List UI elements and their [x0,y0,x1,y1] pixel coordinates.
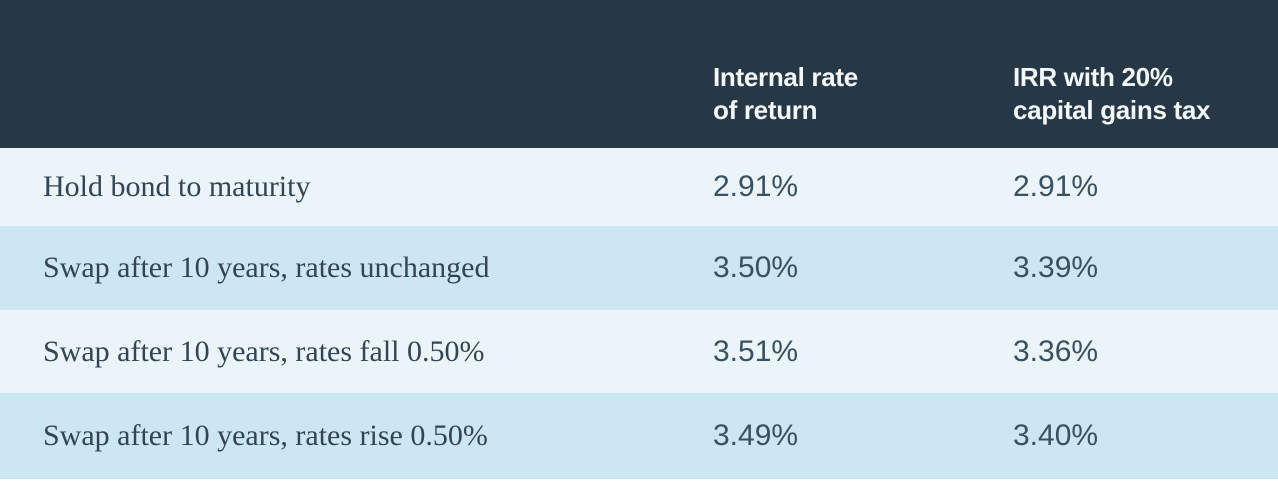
header-irr-tax-line1: IRR with 20% [1013,62,1173,92]
header-cell-irr-tax: IRR with 20% capital gains tax [1013,61,1278,148]
irr-tax-value: 3.40% [1013,419,1099,452]
header-cell-irr: Internal rate of return [713,61,1013,148]
irr-tax-value: 3.39% [1013,251,1099,284]
header-irr-line1: Internal rate [713,62,858,92]
irr-comparison-table: Internal rate of return IRR with 20% cap… [0,0,1278,479]
header-irr-tax-line2: capital gains tax [1013,95,1211,125]
irr-tax-value: 3.36% [1013,334,1099,368]
irr-value: 3.50% [713,251,799,284]
irr-value: 3.49% [713,419,799,452]
header-irr-line2: of return [713,95,818,125]
row-label: Swap after 10 years, rates unchanged [43,251,490,284]
irr-value: 2.91% [713,170,799,203]
table-row: Hold bond to maturity 2.91% 2.91% [0,148,1278,226]
row-label: Swap after 10 years, rates rise 0.50% [43,419,488,452]
header-cell-scenario [0,127,713,148]
table-row: Swap after 10 years, rates rise 0.50% 3.… [0,393,1278,479]
irr-value: 3.51% [713,334,799,368]
table-header: Internal rate of return IRR with 20% cap… [0,0,1278,148]
row-label: Hold bond to maturity [43,170,311,203]
table-row: Swap after 10 years, rates unchanged 3.5… [0,226,1278,310]
table-row: Swap after 10 years, rates fall 0.50% 3.… [0,310,1278,393]
row-label: Swap after 10 years, rates fall 0.50% [43,334,485,368]
irr-tax-value: 2.91% [1013,170,1099,203]
